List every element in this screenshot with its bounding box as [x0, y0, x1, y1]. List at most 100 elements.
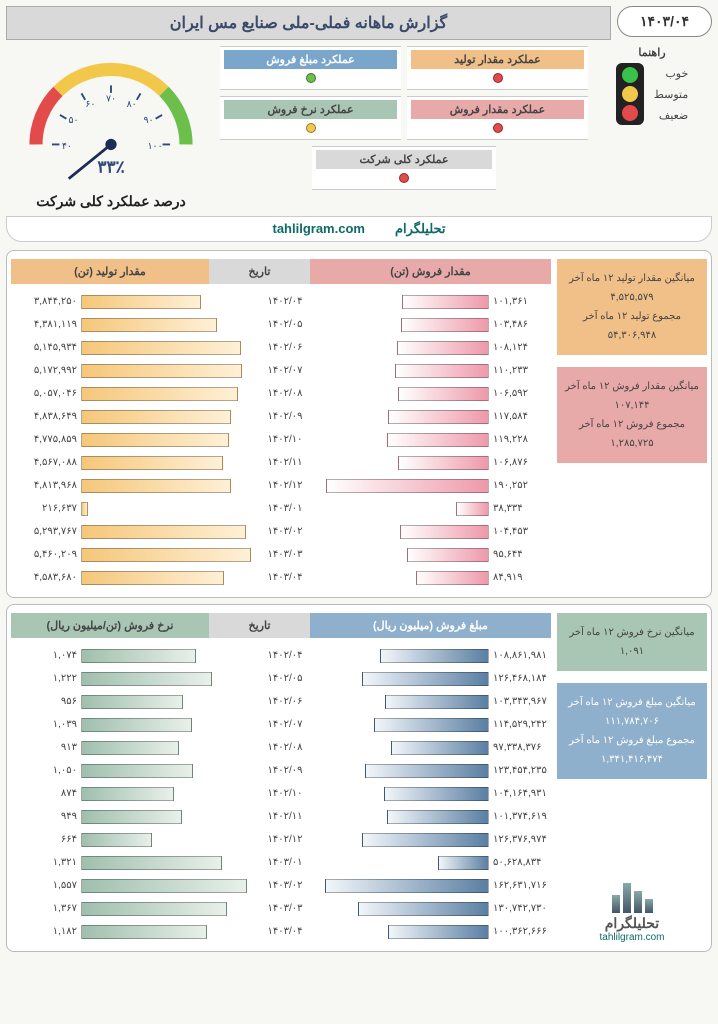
bar-left [81, 456, 223, 470]
gauge-caption: درصد عملکرد کلی شرکت [6, 193, 216, 210]
table-row: ۹۵,۶۴۴۱۴۰۳/۰۳۵,۴۶۰,۲۰۹ [11, 543, 551, 566]
table-row: ۱۱۴,۵۲۹,۲۴۲۱۴۰۲/۰۷۱,۰۳۹ [11, 713, 551, 736]
bar-right [358, 902, 490, 916]
summary-sales-rate: میانگین نرخ فروش ۱۲ ماه آخر۱,۰۹۱ [557, 613, 707, 671]
bar-left [81, 695, 183, 709]
col-header-sales-rate: نرخ فروش (تن/میلیون ریال) [11, 613, 209, 638]
performance-legend: عملکرد مقدار تولید عملکرد مبلغ فروش عملک… [220, 46, 588, 210]
cell-right-value: ۱۰۶,۸۷۶ [489, 457, 551, 468]
cell-date: ۱۴۰۲/۰۷ [252, 365, 318, 376]
bar-right [395, 364, 489, 378]
bar-left [81, 787, 174, 801]
cell-left-value: ۸۷۴ [11, 788, 81, 799]
panel-amount: میانگین نرخ فروش ۱۲ ماه آخر۱,۰۹۱ میانگین… [6, 604, 712, 952]
cell-left-value: ۱,۲۲۲ [11, 673, 81, 684]
col-header-date: تاریخ [209, 259, 310, 284]
bar-left [81, 649, 196, 663]
table-row: ۱۰۱,۳۶۱۱۴۰۲/۰۴۳,۸۴۴,۲۵۰ [11, 290, 551, 313]
traffic-label-bad: ضعیف [654, 109, 689, 122]
col-header-sales-amount: مبلغ فروش (میلیون ریال) [310, 613, 551, 638]
bar-left [81, 764, 193, 778]
cell-left-value: ۹۵۶ [11, 696, 81, 707]
cell-left-value: ۱,۵۵۷ [11, 880, 81, 891]
bar-left [81, 295, 201, 309]
cell-right-value: ۳۸,۳۳۴ [489, 503, 551, 514]
brand-fa: تحلیلگرام [395, 221, 446, 237]
table-row: ۱۰۳,۴۸۶۱۴۰۲/۰۵۴,۳۸۱,۱۱۹ [11, 313, 551, 336]
traffic-label-mid: متوسط [654, 88, 689, 101]
cell-date: ۱۴۰۳/۰۱ [252, 857, 318, 868]
bar-left [81, 318, 217, 332]
bar-right [401, 318, 489, 332]
bar-left [81, 833, 152, 847]
table-row: ۱۰۸,۱۲۴ ۱۴۰۲/۰۶ ۵,۱۴۵,۹۳۴ [11, 336, 551, 359]
cell-right-value: ۱۰۸,۱۲۴ [489, 342, 551, 353]
brand-site: tahlilgram.com [272, 221, 364, 237]
cell-left-value: ۵,۱۴۵,۹۳۴ [11, 342, 81, 353]
gauge-icon: ۳۳٪ ۴۰ ۵۰ ۶۰ ۷۰ ۸۰ ۹۰ ۱۰۰ [16, 46, 206, 196]
summary-prod-qty: میانگین مقدار تولید ۱۲ ماه آخر۴,۵۲۵,۵۷۹م… [557, 259, 707, 355]
bar-right [438, 856, 489, 870]
cell-date: ۱۴۰۲/۰۸ [252, 742, 318, 753]
svg-text:۷۰: ۷۰ [106, 93, 116, 103]
col-header-date: تاریخ [209, 613, 310, 638]
traffic-title: راهنما [592, 46, 712, 59]
bar-left [81, 548, 251, 562]
table-row: ۱۰۶,۵۹۲۱۴۰۲/۰۸۵,۰۵۷,۰۴۶ [11, 382, 551, 405]
bar-right [362, 672, 489, 686]
table-row: ۱۲۶,۴۶۸,۱۸۴۱۴۰۲/۰۵۱,۲۲۲ [11, 667, 551, 690]
cell-date: ۱۴۰۲/۱۱ [252, 811, 318, 822]
cell-right-value: ۱۱۰,۲۳۳ [489, 365, 551, 376]
cell-left-value: ۵,۲۹۳,۷۶۷ [11, 526, 81, 537]
table-row: ۱۰۶,۸۷۶۱۴۰۲/۱۱۴,۵۶۷,۰۸۸ [11, 451, 551, 474]
bar-right [387, 810, 489, 824]
cell-left-value: ۱,۱۸۲ [11, 926, 81, 937]
bar-right [456, 502, 489, 516]
svg-text:۳۳٪: ۳۳٪ [97, 158, 124, 177]
cell-right-value: ۱۰۴,۴۵۳ [489, 526, 551, 537]
cell-date: ۱۴۰۳/۰۴ [252, 926, 318, 937]
cell-right-value: ۱۰۳,۳۴۳,۹۶۷ [489, 696, 551, 707]
table-row: ۱۰۴,۱۶۴,۹۳۱۱۴۰۲/۱۰۸۷۴ [11, 782, 551, 805]
svg-text:۸۰: ۸۰ [127, 99, 137, 109]
cell-date: ۱۴۰۳/۰۱ [252, 503, 318, 514]
table-row: ۱۶۲,۶۳۱,۷۱۶۱۴۰۳/۰۲۱,۵۵۷ [11, 874, 551, 897]
table-row: ۱۱۷,۵۸۴۱۴۰۲/۰۹۴,۸۳۸,۶۴۹ [11, 405, 551, 428]
cell-right-value: ۱۲۳,۴۵۴,۲۳۵ [489, 765, 551, 776]
brand-logo: تحلیلگرام tahlilgram.com [557, 879, 707, 943]
svg-text:۴۰: ۴۰ [62, 141, 72, 151]
bar-right [397, 341, 489, 355]
summary-sales-qty: میانگین مقدار فروش ۱۲ ماه آخر۱۰۷,۱۴۴مجمو… [557, 367, 707, 463]
dot-icon [306, 73, 316, 83]
bar-right [402, 295, 489, 309]
table-row: ۱۹۰,۲۵۲۱۴۰۲/۱۲۴,۸۱۳,۹۶۸ [11, 474, 551, 497]
cell-date: ۱۴۰۲/۰۴ [252, 296, 318, 307]
bar-left [81, 364, 242, 378]
bar-right [365, 764, 489, 778]
bar-right [384, 787, 489, 801]
cell-right-value: ۱۰۰,۳۶۲,۶۶۶ [489, 926, 551, 937]
bar-right [398, 456, 489, 470]
table-row: ۸۴,۹۱۹۱۴۰۳/۰۴۴,۵۸۳,۶۸۰ [11, 566, 551, 589]
table-row: ۱۰۴,۴۵۳۱۴۰۳/۰۲۵,۲۹۳,۷۶۷ [11, 520, 551, 543]
cell-left-value: ۱,۰۷۴ [11, 650, 81, 661]
report-date-badge: ۱۴۰۳/۰۴ [617, 6, 712, 37]
bar-left [81, 879, 247, 893]
cell-date: ۱۴۰۲/۰۶ [252, 342, 318, 353]
cell-right-value: ۱۲۶,۳۷۶,۹۷۴ [489, 834, 551, 845]
table-row: ۱۲۶,۳۷۶,۹۷۴۱۴۰۲/۱۲۶۶۴ [11, 828, 551, 851]
cell-date: ۱۴۰۲/۰۹ [252, 765, 318, 776]
bar-right [416, 571, 489, 585]
panel-qty: میانگین مقدار تولید ۱۲ ماه آخر۴,۵۲۵,۵۷۹م… [6, 250, 712, 598]
bar-right [385, 695, 489, 709]
dot-icon [493, 123, 503, 133]
bar-right [325, 879, 489, 893]
cell-right-value: ۱۰۶,۵۹۲ [489, 388, 551, 399]
bar-left [81, 341, 241, 355]
cell-right-value: ۵۰,۶۲۸,۸۳۴ [489, 857, 551, 868]
bar-left [81, 502, 88, 516]
traffic-legend: راهنما خوب متوسط ضعیف [592, 46, 712, 210]
table-row: ۱۳۰,۷۴۲,۷۳۰۱۴۰۳/۰۳۱,۳۶۷ [11, 897, 551, 920]
dot-icon [399, 173, 409, 183]
table-row: ۱۲۳,۴۵۴,۲۳۵۱۴۰۲/۰۹۱,۰۵۰ [11, 759, 551, 782]
